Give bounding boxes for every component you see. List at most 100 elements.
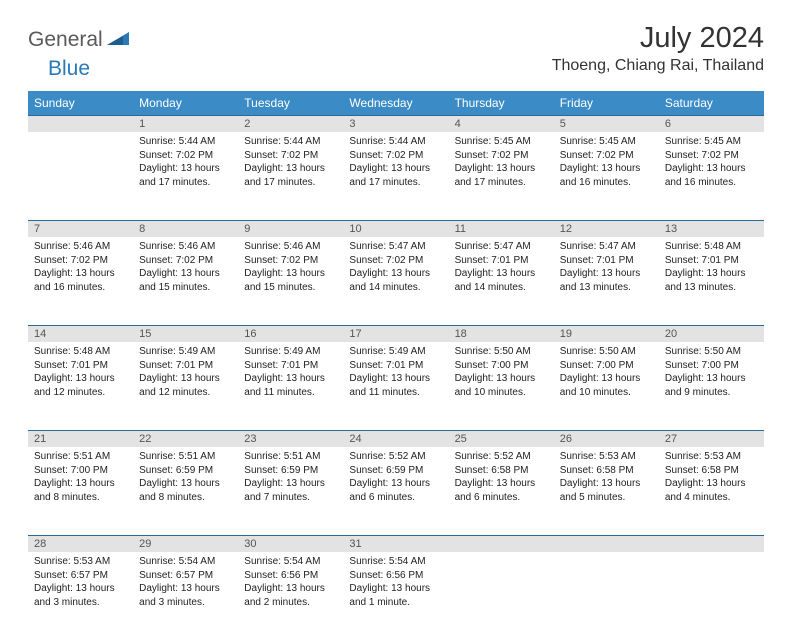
day-number: 15 <box>133 326 238 343</box>
day-details: Sunrise: 5:47 AMSunset: 7:02 PMDaylight:… <box>343 237 448 296</box>
day-number: 8 <box>133 221 238 238</box>
day-number: 21 <box>28 431 133 448</box>
day-details: Sunrise: 5:48 AMSunset: 7:01 PMDaylight:… <box>28 342 133 401</box>
day-details: Sunrise: 5:51 AMSunset: 7:00 PMDaylight:… <box>28 447 133 506</box>
day-header: Monday <box>133 91 238 116</box>
day-number: 3 <box>343 116 448 133</box>
calendar-head: SundayMondayTuesdayWednesdayThursdayFrid… <box>28 91 764 116</box>
day-number: 29 <box>133 536 238 553</box>
day-cell: Sunrise: 5:52 AMSunset: 6:58 PMDaylight:… <box>449 447 554 536</box>
day-number: 13 <box>659 221 764 238</box>
day-cell: Sunrise: 5:46 AMSunset: 7:02 PMDaylight:… <box>133 237 238 326</box>
day-number: 4 <box>449 116 554 133</box>
day-cell: Sunrise: 5:45 AMSunset: 7:02 PMDaylight:… <box>449 132 554 221</box>
day-cell: Sunrise: 5:44 AMSunset: 7:02 PMDaylight:… <box>343 132 448 221</box>
day-number: 27 <box>659 431 764 448</box>
day-number: 5 <box>554 116 659 133</box>
day-cell: Sunrise: 5:46 AMSunset: 7:02 PMDaylight:… <box>28 237 133 326</box>
calendar-body: 123456Sunrise: 5:44 AMSunset: 7:02 PMDay… <box>28 116 764 640</box>
day-details: Sunrise: 5:48 AMSunset: 7:01 PMDaylight:… <box>659 237 764 296</box>
day-number-row: 123456 <box>28 116 764 133</box>
day-cell: Sunrise: 5:50 AMSunset: 7:00 PMDaylight:… <box>554 342 659 431</box>
day-number: 10 <box>343 221 448 238</box>
day-cell: Sunrise: 5:45 AMSunset: 7:02 PMDaylight:… <box>659 132 764 221</box>
day-number <box>449 536 554 553</box>
brand-part1: General <box>28 28 103 52</box>
day-details: Sunrise: 5:50 AMSunset: 7:00 PMDaylight:… <box>449 342 554 401</box>
day-details: Sunrise: 5:46 AMSunset: 7:02 PMDaylight:… <box>133 237 238 296</box>
brand-logo: General <box>28 22 133 52</box>
day-cell <box>28 132 133 221</box>
day-cell: Sunrise: 5:53 AMSunset: 6:58 PMDaylight:… <box>554 447 659 536</box>
day-details: Sunrise: 5:53 AMSunset: 6:57 PMDaylight:… <box>28 552 133 611</box>
day-content-row: Sunrise: 5:44 AMSunset: 7:02 PMDaylight:… <box>28 132 764 221</box>
day-cell: Sunrise: 5:46 AMSunset: 7:02 PMDaylight:… <box>238 237 343 326</box>
day-details: Sunrise: 5:46 AMSunset: 7:02 PMDaylight:… <box>238 237 343 296</box>
day-details: Sunrise: 5:46 AMSunset: 7:02 PMDaylight:… <box>28 237 133 296</box>
day-number: 1 <box>133 116 238 133</box>
day-cell <box>659 552 764 640</box>
day-number: 12 <box>554 221 659 238</box>
day-details: Sunrise: 5:47 AMSunset: 7:01 PMDaylight:… <box>449 237 554 296</box>
day-number: 11 <box>449 221 554 238</box>
day-details: Sunrise: 5:52 AMSunset: 6:59 PMDaylight:… <box>343 447 448 506</box>
day-cell: Sunrise: 5:51 AMSunset: 6:59 PMDaylight:… <box>238 447 343 536</box>
day-number: 7 <box>28 221 133 238</box>
day-cell: Sunrise: 5:44 AMSunset: 7:02 PMDaylight:… <box>238 132 343 221</box>
day-details: Sunrise: 5:51 AMSunset: 6:59 PMDaylight:… <box>238 447 343 506</box>
day-header: Saturday <box>659 91 764 116</box>
location: Thoeng, Chiang Rai, Thailand <box>552 57 764 75</box>
day-details: Sunrise: 5:54 AMSunset: 6:57 PMDaylight:… <box>133 552 238 611</box>
day-details: Sunrise: 5:49 AMSunset: 7:01 PMDaylight:… <box>238 342 343 401</box>
day-cell: Sunrise: 5:49 AMSunset: 7:01 PMDaylight:… <box>238 342 343 431</box>
day-number: 18 <box>449 326 554 343</box>
day-cell: Sunrise: 5:51 AMSunset: 6:59 PMDaylight:… <box>133 447 238 536</box>
day-number: 28 <box>28 536 133 553</box>
day-cell: Sunrise: 5:48 AMSunset: 7:01 PMDaylight:… <box>659 237 764 326</box>
day-number: 25 <box>449 431 554 448</box>
day-cell: Sunrise: 5:49 AMSunset: 7:01 PMDaylight:… <box>133 342 238 431</box>
day-number: 9 <box>238 221 343 238</box>
day-number: 2 <box>238 116 343 133</box>
day-header: Friday <box>554 91 659 116</box>
day-cell: Sunrise: 5:51 AMSunset: 7:00 PMDaylight:… <box>28 447 133 536</box>
day-details: Sunrise: 5:54 AMSunset: 6:56 PMDaylight:… <box>343 552 448 611</box>
day-header: Tuesday <box>238 91 343 116</box>
day-header: Thursday <box>449 91 554 116</box>
day-number-row: 28293031 <box>28 536 764 553</box>
day-number: 14 <box>28 326 133 343</box>
day-number: 26 <box>554 431 659 448</box>
day-header: Wednesday <box>343 91 448 116</box>
day-cell: Sunrise: 5:54 AMSunset: 6:57 PMDaylight:… <box>133 552 238 640</box>
day-number <box>554 536 659 553</box>
day-header: Sunday <box>28 91 133 116</box>
day-content-row: Sunrise: 5:46 AMSunset: 7:02 PMDaylight:… <box>28 237 764 326</box>
day-number: 19 <box>554 326 659 343</box>
day-details: Sunrise: 5:49 AMSunset: 7:01 PMDaylight:… <box>133 342 238 401</box>
day-cell: Sunrise: 5:53 AMSunset: 6:57 PMDaylight:… <box>28 552 133 640</box>
day-details: Sunrise: 5:50 AMSunset: 7:00 PMDaylight:… <box>659 342 764 401</box>
brand-triangle-icon <box>107 30 129 51</box>
day-cell: Sunrise: 5:54 AMSunset: 6:56 PMDaylight:… <box>343 552 448 640</box>
day-number: 31 <box>343 536 448 553</box>
day-cell: Sunrise: 5:44 AMSunset: 7:02 PMDaylight:… <box>133 132 238 221</box>
day-cell: Sunrise: 5:47 AMSunset: 7:02 PMDaylight:… <box>343 237 448 326</box>
calendar-table: SundayMondayTuesdayWednesdayThursdayFrid… <box>28 91 764 640</box>
day-number <box>659 536 764 553</box>
day-details: Sunrise: 5:49 AMSunset: 7:01 PMDaylight:… <box>343 342 448 401</box>
day-cell: Sunrise: 5:45 AMSunset: 7:02 PMDaylight:… <box>554 132 659 221</box>
day-cell: Sunrise: 5:50 AMSunset: 7:00 PMDaylight:… <box>449 342 554 431</box>
day-cell: Sunrise: 5:50 AMSunset: 7:00 PMDaylight:… <box>659 342 764 431</box>
day-details: Sunrise: 5:45 AMSunset: 7:02 PMDaylight:… <box>659 132 764 191</box>
day-cell: Sunrise: 5:53 AMSunset: 6:58 PMDaylight:… <box>659 447 764 536</box>
day-details: Sunrise: 5:53 AMSunset: 6:58 PMDaylight:… <box>554 447 659 506</box>
day-number: 23 <box>238 431 343 448</box>
day-details: Sunrise: 5:53 AMSunset: 6:58 PMDaylight:… <box>659 447 764 506</box>
day-number: 20 <box>659 326 764 343</box>
day-details: Sunrise: 5:47 AMSunset: 7:01 PMDaylight:… <box>554 237 659 296</box>
day-number-row: 14151617181920 <box>28 326 764 343</box>
day-cell: Sunrise: 5:48 AMSunset: 7:01 PMDaylight:… <box>28 342 133 431</box>
day-cell: Sunrise: 5:47 AMSunset: 7:01 PMDaylight:… <box>554 237 659 326</box>
day-number: 22 <box>133 431 238 448</box>
day-details: Sunrise: 5:44 AMSunset: 7:02 PMDaylight:… <box>238 132 343 191</box>
